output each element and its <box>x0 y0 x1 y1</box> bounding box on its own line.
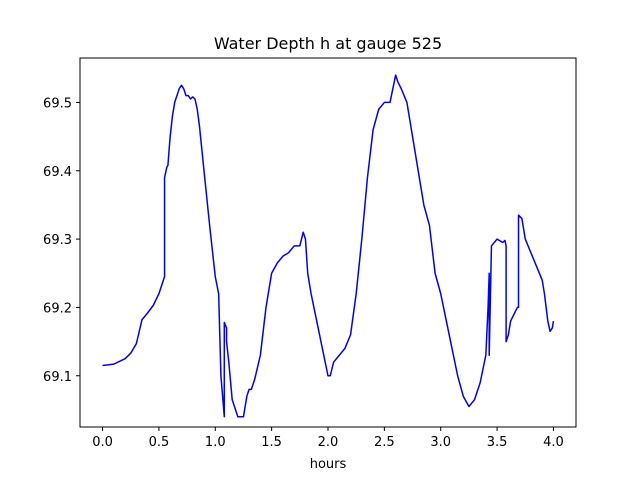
y-tick-label: 69.2 <box>43 301 72 316</box>
x-tick-label: 0.0 <box>92 435 113 450</box>
y-tick-label: 69.3 <box>43 233 72 248</box>
x-axis-ticks: 0.0 0.5 1.0 1.5 2.0 2.5 3.0 3.5 4.0 <box>92 427 564 450</box>
x-axis-label: hours <box>310 457 347 472</box>
x-tick-label: 1.5 <box>261 435 282 450</box>
y-tick-label: 69.4 <box>43 165 72 180</box>
x-tick-label: 3.0 <box>430 435 451 450</box>
series-line-0 <box>102 74 555 418</box>
x-tick-label: 0.5 <box>149 435 170 450</box>
x-tick-label: 2.5 <box>374 435 395 450</box>
x-tick-label: 4.0 <box>543 435 564 450</box>
plot-area <box>102 74 555 418</box>
x-tick-label: 3.5 <box>487 435 508 450</box>
x-tick-label: 1.0 <box>205 435 226 450</box>
y-tick-label: 69.5 <box>43 96 72 111</box>
x-tick-label: 2.0 <box>318 435 339 450</box>
y-tick-label: 69.1 <box>43 370 72 385</box>
y-axis-ticks: 69.1 69.2 69.3 69.4 69.5 <box>43 96 80 385</box>
chart-title: Water Depth h at gauge 525 <box>214 34 442 53</box>
